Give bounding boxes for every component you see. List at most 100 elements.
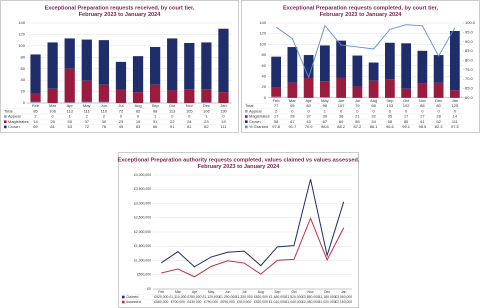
table-cell: £1,120,000 [203,295,220,299]
x-tick-label: May [321,98,329,103]
panel [118,152,359,308]
bar-segment [385,79,395,98]
legend-label: Appeal [249,108,262,113]
table-cell: £790,000 [204,300,218,304]
table-cell: £780,000 [187,295,201,299]
table-cell: £1,020,000 [319,300,336,304]
table-cell: £910,000 [237,300,251,304]
table-cell: 58 [274,119,279,124]
y-tick-label: 120 [18,31,25,36]
line [275,24,456,79]
table-cell: 19 [136,119,141,124]
bar-segment [150,84,161,103]
table-cell: 59 [67,119,72,124]
legend-label: Magistrates [249,114,270,119]
table-cell: 67 [290,119,295,124]
legend-swatch [4,120,7,123]
x-tick-label: Apr [306,98,313,103]
table-cell: 106 [49,108,56,113]
table-cell: £2,480,000 [302,300,319,304]
table-cell: 87.2 [353,124,362,129]
bar-segment [47,42,58,89]
bar-segment [352,55,363,87]
table-cell: £2,150,000 [335,300,352,304]
x-tick-label: Dec [324,290,330,294]
table-cell: 0 [356,108,359,113]
x-tick-label: Sep [386,98,394,103]
table-cell: 81 [187,124,192,129]
y2-tick-label: 95.0 [465,29,474,34]
table-cell: £920,000 [154,295,168,299]
bar-segment [385,42,395,80]
x-tick-label: Aug [258,290,264,294]
bar-segment [336,77,346,98]
table-cell: 69 [339,119,344,124]
x-tick-label: Aug [134,103,141,108]
table-cell: 61 [420,119,425,124]
table-cell: 28 [290,114,295,119]
bar-segment [287,47,298,83]
bar-segment [271,96,281,98]
table-row-label: Total [245,103,254,108]
bar-segment [115,61,127,90]
x-tick-label: Nov [308,290,314,294]
table-cell: 107 [338,103,345,108]
y-tick-label: 140 [18,20,25,25]
table-cell: 88.2 [337,124,346,129]
table-cell: 0 [171,114,174,119]
table-cell: 98.5 [418,124,427,129]
bar-segment [98,40,109,85]
y-tick-label: £1,000,000 [134,258,151,262]
bar-segment [64,68,75,103]
table-cell: £1,330,000 [236,295,253,299]
x-tick-label: Jul [118,103,123,108]
y-tick-label: 140 [259,20,266,25]
table-cell: 86.1 [370,124,379,129]
bar-segment [30,101,41,103]
table-cell: 78 [102,124,107,129]
x-tick-label: Apr [67,103,74,108]
y2-tick-label: 85.0 [465,48,474,53]
table-cell: 70.9 [305,124,314,129]
table-cell: 30 [323,114,328,119]
chart-title: Exceptional Preparation requests receive… [45,5,195,11]
x-tick-label: Mar [289,98,297,103]
table-cell: 69 [33,124,38,129]
x-tick-label: May [83,103,91,108]
x-tick-label: Aug [370,98,377,103]
x-tick-label: Jun [338,98,344,103]
bar-segment [30,93,41,102]
bar-segment [30,54,41,94]
y2-tick-label: 80.0 [465,57,474,62]
table-cell: 68 [388,119,393,124]
x-tick-label: Sep [274,290,280,294]
table-cell: 14 [33,119,38,124]
table-cell: 110 [101,108,108,113]
table-cell: 43 [306,119,311,124]
table-cell: £430,000 [187,300,201,304]
y-tick-label: 20 [262,84,267,89]
x-tick-label: Jan [341,290,347,294]
table-cell: 111 [84,108,91,113]
bar-segment [201,42,212,90]
y-tick-label: 0 [264,95,267,100]
table-cell: 0 [188,114,191,119]
table-cell: 37 [85,119,90,124]
bar-segment [132,56,144,93]
table-cell: 2 [34,114,37,119]
table-cell: 67 [323,119,328,124]
table-cell: 91 [170,124,175,129]
y-tick-label: £3,500,000 [134,187,151,191]
bar-segment [201,89,212,103]
table-cell: 0 [405,108,408,113]
table-cell: 0 [137,114,140,119]
bar-segment [98,84,109,102]
bar-segment [64,102,75,103]
table-cell: 1 [324,108,327,113]
table-cell: 1 [154,114,157,119]
table-cell: 27 [420,114,425,119]
line [161,216,345,278]
bar-segment [218,28,229,93]
table-cell: 23 [119,119,124,124]
table-cell: £1,040,000 [285,300,302,304]
